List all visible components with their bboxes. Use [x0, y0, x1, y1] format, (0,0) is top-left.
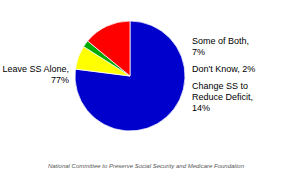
- pie-slice: [88, 21, 130, 76]
- slice-label: Don't Know, 2%: [192, 64, 255, 74]
- pie: [75, 21, 185, 131]
- chart: Leave SS Alone,77% Some of Both,7% Don't K…: [0, 0, 292, 172]
- slice-label: Some of Both,7%: [192, 36, 249, 57]
- slice-label: Leave SS Alone,77%: [2, 64, 69, 85]
- slice-label: Change SS toReduce Deficit,14%: [192, 81, 253, 113]
- footer-note: National Committee to Preserve Social Se…: [48, 163, 245, 169]
- pie-slice: [75, 21, 185, 131]
